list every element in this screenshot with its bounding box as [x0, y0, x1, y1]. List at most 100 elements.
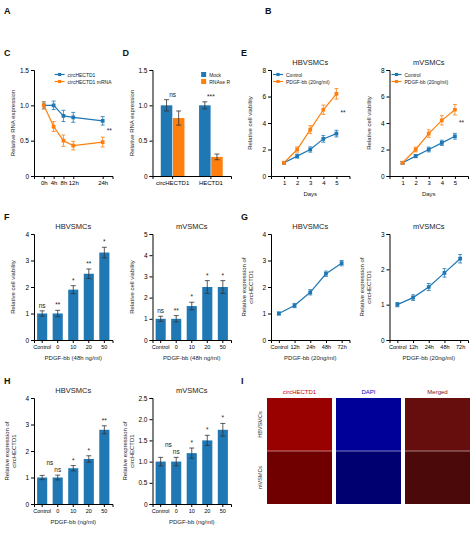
tick-label: 20 [204, 344, 210, 350]
tick-label: 5 [454, 180, 458, 186]
error-bar [293, 303, 297, 307]
tick-label: 1 [283, 180, 287, 186]
error-bar [324, 271, 328, 276]
marker [52, 103, 56, 107]
image-channel [336, 398, 401, 451]
error-bar [282, 161, 286, 164]
tick: 4 [25, 231, 34, 238]
error-bar [40, 475, 45, 479]
annotation: ** [107, 127, 113, 134]
y-axis-title-line: Relative expression of [4, 421, 10, 480]
tick-label: Control [33, 344, 51, 350]
tick: 2 [381, 146, 390, 153]
tick-mark [31, 398, 34, 399]
axis-line [390, 341, 469, 344]
tick-label: 0.5 [138, 137, 147, 144]
tick: 4h [51, 176, 58, 186]
tick-label: 0 [144, 501, 148, 508]
legend-swatch [55, 81, 65, 82]
error-bar-stem [57, 475, 58, 480]
tick: 12h [290, 340, 299, 350]
annotations: ns****** [39, 238, 106, 309]
tick-label: 4 [441, 180, 445, 186]
tick-label: 3 [144, 273, 148, 280]
tick: 3 [262, 257, 271, 264]
error-bar-cap [205, 293, 210, 294]
legend-marker [58, 73, 61, 76]
axis-line [35, 341, 114, 344]
tick-label: 4 [262, 231, 266, 238]
tick-mark [295, 340, 296, 343]
tick-label: 4 [322, 180, 326, 186]
panel-label: I [241, 376, 244, 386]
annotation: * [222, 414, 225, 421]
y-axis-title: Relative cell viability [247, 96, 253, 150]
x-axis: Control12h24h48h72h [389, 340, 469, 350]
error-bar [86, 456, 91, 462]
tick: 8 [381, 67, 390, 74]
error-bar-cap [189, 458, 194, 459]
tick-mark [310, 340, 311, 343]
bar [187, 453, 197, 504]
tick-label: 2 [381, 266, 385, 273]
error-bar-cap [440, 115, 444, 116]
tick-label: 0 [25, 337, 29, 344]
annotation: * [206, 426, 209, 433]
tick: 0 [262, 173, 271, 180]
error-bar [411, 295, 415, 301]
error-bar-cap [295, 152, 299, 153]
marker [308, 128, 312, 132]
annotation: ** [86, 260, 92, 267]
tick: 10 [189, 504, 195, 514]
y-axis-title: Relative expression ofcircHECTD1 [359, 257, 372, 316]
tick-mark [150, 298, 153, 299]
tick: 1.0 [138, 102, 152, 109]
error-bar-cap [102, 433, 107, 434]
tick-mark [57, 340, 58, 343]
tick: 4 [144, 252, 153, 259]
y-axis: 02468 [381, 67, 390, 180]
tick: 0 [25, 173, 34, 180]
tick: 4 [262, 120, 271, 127]
image-tile [336, 398, 401, 504]
tick-mark [397, 340, 398, 343]
image-channel [267, 451, 332, 504]
tick: 0 [25, 337, 34, 344]
bar [99, 430, 109, 504]
error-bar-cap [71, 285, 76, 286]
error-bar-cap [442, 268, 446, 269]
tick-label: 12h [409, 344, 418, 350]
marker [443, 271, 447, 275]
legend-label: Control [405, 72, 421, 78]
error-bar [101, 137, 105, 147]
axis-line [153, 341, 232, 344]
y-axis-title-line: Relative cell viability [129, 260, 135, 314]
tick-mark [31, 176, 34, 177]
tick: 1 [144, 315, 153, 322]
marker [52, 125, 56, 129]
error-bar-cap [220, 423, 225, 424]
marker [42, 103, 46, 107]
tick-mark [323, 176, 324, 179]
error-bar-cap [61, 121, 65, 122]
error-bar [401, 161, 405, 164]
error-bar-stem [176, 457, 177, 465]
tick: 3 [25, 421, 34, 428]
error-bar-cap [158, 321, 163, 322]
error-bar-cap [205, 435, 210, 436]
plot-area [282, 89, 338, 165]
tick: 50 [101, 340, 107, 350]
legend-marker [58, 80, 61, 83]
error-bar-cap [189, 309, 194, 310]
tick-label: 1.5 [138, 67, 147, 74]
tick-mark [416, 176, 417, 179]
y-axis: 00.51.01.5 [20, 67, 35, 180]
error-bar-cap [205, 280, 210, 281]
annotation: * [72, 457, 75, 464]
chart-title: mVSMCs [413, 222, 445, 231]
legend-swatch [201, 72, 206, 77]
tick-mark [387, 123, 390, 124]
image-panel: circHECTD1DAPIMergedHBVSMCsmVSMCs [257, 389, 470, 504]
y-axis-title: Relative cell viability [366, 96, 372, 150]
tick-label: 1 [381, 301, 385, 308]
